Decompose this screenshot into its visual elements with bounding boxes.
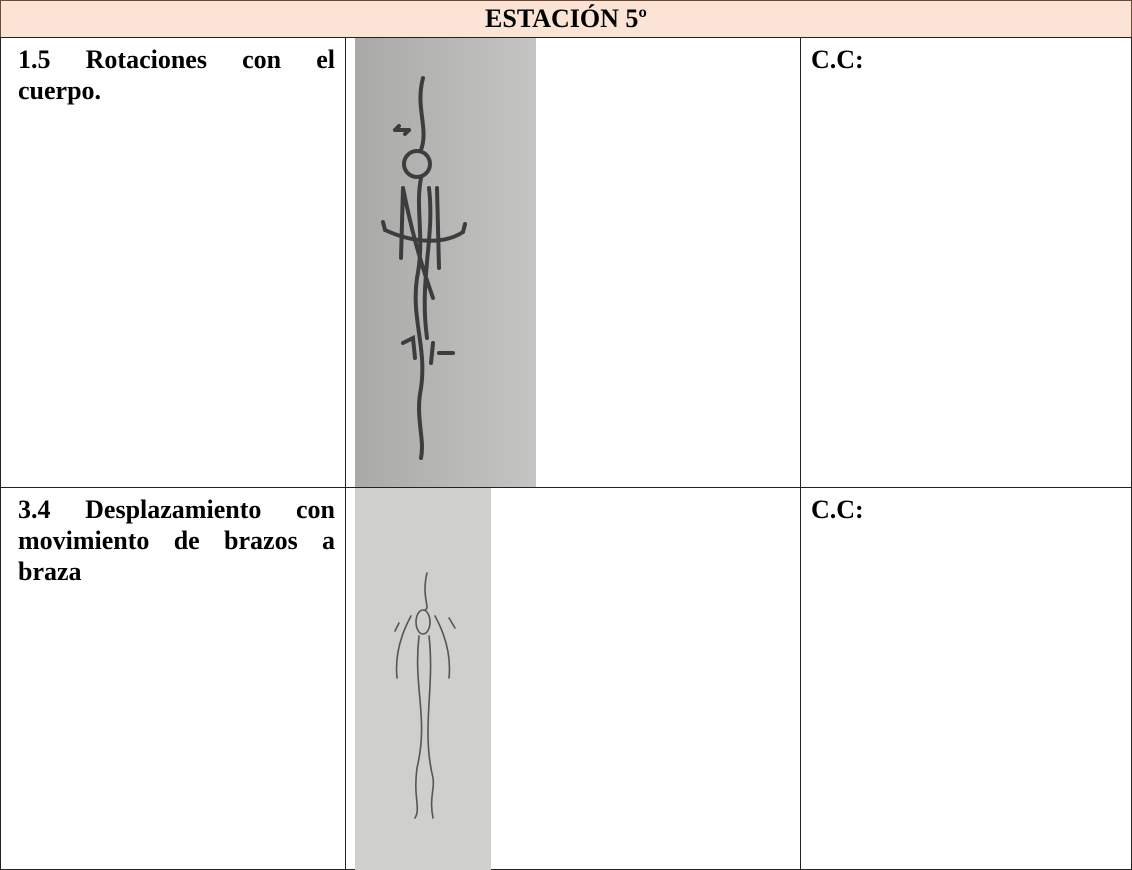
row-label: 1.5 Rotaciones con el cuerpo. [0,37,346,488]
table-title: ESTACIÓN 5º [0,0,1132,38]
row-label: 3.4 Desplazamiento con movimiento de bra… [0,487,346,870]
sketch-rotation [355,38,536,487]
sketch-breaststroke [355,488,491,870]
row-note: C.C: [800,487,1132,870]
row-note: C.C: [800,37,1132,488]
